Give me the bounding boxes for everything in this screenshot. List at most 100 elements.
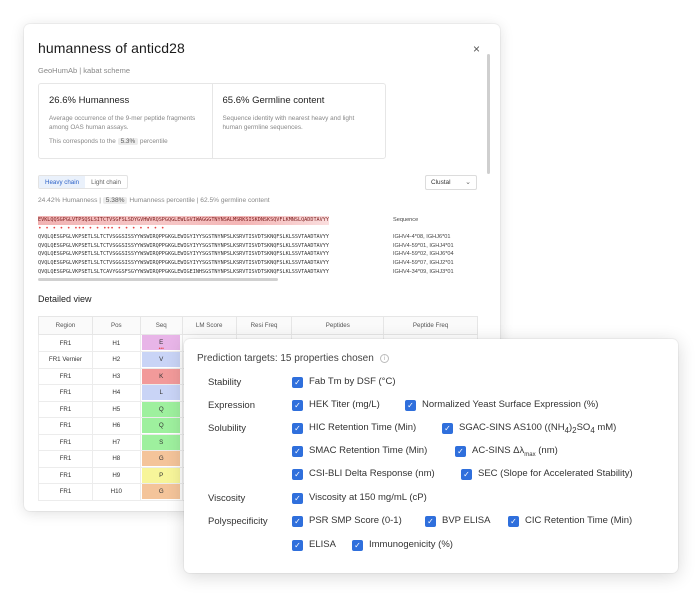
col-resi-freq[interactable]: Resi Freq: [235, 316, 293, 335]
col-pos[interactable]: Pos: [91, 316, 141, 335]
info-icon[interactable]: i: [379, 354, 389, 363]
germline-value: 65.6% Germline content: [222, 95, 325, 106]
col-peptides[interactable]: Peptides: [291, 316, 385, 335]
region-cell: FR1: [38, 450, 93, 468]
checkbox-elisa[interactable]: ✓ ELISA: [292, 539, 336, 551]
humanness-description: Average occurrence of the 9-mer peptide …: [49, 115, 196, 131]
checked-icon[interactable]: ✓: [292, 446, 303, 457]
humanness-percentile: This corresponds to the 5.3% percentile: [49, 138, 202, 145]
checked-icon[interactable]: ✓: [292, 400, 303, 411]
alignment-scrollbar[interactable]: [38, 278, 278, 281]
checked-icon[interactable]: ✓: [292, 493, 303, 504]
option-label: Normalized Yeast Surface Expression (%): [422, 399, 599, 410]
option-label: PSR SMP Score (0-1): [309, 515, 402, 526]
checkbox-sec[interactable]: ✓ SEC (Slope for Accelerated Stability): [461, 468, 633, 480]
option-label: Viscosity at 150 mg/mL (cP): [309, 492, 427, 503]
checked-icon[interactable]: ✓: [292, 540, 303, 551]
col-lm-score[interactable]: LM Score: [181, 316, 237, 335]
option-label: CSI-BLI Delta Response (nm): [309, 468, 435, 479]
checkbox-smac-retention[interactable]: ✓ SMAC Retention Time (Min): [292, 445, 427, 457]
close-icon[interactable]: ×: [472, 42, 480, 56]
germline-summary: 65.6% Germline content Sequence identity…: [211, 84, 386, 158]
checked-icon[interactable]: ✓: [508, 516, 519, 527]
option-label: CIC Retention Time (Min): [525, 515, 633, 526]
seq-cell: Q: [139, 417, 183, 435]
col-peptide-freq[interactable]: Peptide Freq: [383, 316, 478, 335]
option-label: HIC Retention Time (Min): [309, 422, 417, 433]
ac-sins-subscript: max: [524, 451, 536, 458]
checked-icon[interactable]: ✓: [352, 540, 363, 551]
option-label: Immunogenicity (%): [369, 539, 453, 550]
dialog-subtitle: GeoHumAb | kabat scheme: [38, 66, 130, 75]
checked-icon[interactable]: ✓: [292, 423, 303, 434]
query-label: Sequence: [393, 217, 419, 223]
residue-chip: L: [142, 385, 181, 401]
option-label: SMAC Retention Time (Min): [309, 445, 428, 456]
checked-icon[interactable]: ✓: [461, 469, 472, 480]
humanness-value: 26.6% Humanness: [49, 95, 130, 106]
checkbox-cic-retention[interactable]: ✓ CIC Retention Time (Min): [508, 515, 632, 527]
seq-cell: E •••: [139, 334, 183, 352]
germline-sequence: QVQLQESGPGLVKPSETLSLTCTVSGGSISSYYWSWIRQP…: [38, 242, 329, 249]
checked-icon[interactable]: ✓: [292, 516, 303, 527]
pos-cell: H7: [91, 433, 141, 451]
seq-cell: S: [139, 433, 183, 451]
sgac-subscript: 4: [564, 425, 569, 435]
checked-icon[interactable]: ✓: [425, 516, 436, 527]
checked-icon[interactable]: ✓: [455, 446, 466, 457]
residue-chip: G: [142, 451, 181, 467]
residue-chip: G: [142, 484, 181, 500]
chevron-down-icon: ⌄: [465, 179, 471, 186]
option-label: SGAC-SINS AS100 ((NH4)2SO4 mM): [459, 422, 616, 435]
category-polyspecificity: Polyspecificity: [208, 516, 268, 527]
sgac-subscript: 4: [590, 425, 595, 435]
col-region[interactable]: Region: [38, 316, 93, 335]
tab-light-chain[interactable]: Light chain: [91, 179, 121, 186]
germline-sequence: QVQLQESGPGLVKPSETLSLTCTVSGGSISSYYWSWIRQP…: [38, 259, 329, 266]
col-seq[interactable]: Seq: [139, 316, 183, 335]
seq-cell: V: [139, 351, 183, 369]
checkbox-viscosity[interactable]: ✓ Viscosity at 150 mg/mL (cP): [292, 492, 427, 504]
checked-icon[interactable]: ✓: [405, 400, 416, 411]
checkbox-ac-sins[interactable]: ✓ AC-SINS Δλmax (nm): [455, 445, 558, 458]
checkbox-hic-retention[interactable]: ✓ HIC Retention Time (Min): [292, 422, 416, 434]
percentile-badge: 5.3%: [117, 138, 139, 145]
humanness-summary: 26.6% Humanness Average occurrence of th…: [39, 84, 212, 158]
checkbox-immunogenicity[interactable]: ✓ Immunogenicity (%): [352, 539, 453, 551]
residue-chip: Q: [142, 418, 181, 434]
checkbox-csi-bli[interactable]: ✓ CSI-BLI Delta Response (nm): [292, 468, 435, 480]
panel-header: Prediction targets: 15 properties chosen…: [197, 353, 389, 364]
checkbox-hek-titer[interactable]: ✓ HEK Titer (mg/L): [292, 399, 380, 411]
dialog-scrollbar[interactable]: [487, 54, 490, 174]
option-label: SEC (Slope for Accelerated Stability): [478, 468, 633, 479]
checkbox-bvp-elisa[interactable]: ✓ BVP ELISA: [425, 515, 490, 527]
region-cell: FR1: [38, 384, 93, 402]
sgac-subscript: 2: [572, 425, 577, 435]
pos-cell: H1: [91, 334, 141, 352]
checked-icon[interactable]: ✓: [292, 469, 303, 480]
stats-badge: 5.38%: [102, 197, 128, 204]
residue-chip: Q: [142, 401, 181, 417]
germline-label: IGHV4-59*02, IGHJ6*04: [393, 251, 454, 258]
mismatch-dots: • • • • • ••• • • ••• • • • • • • •: [38, 224, 165, 232]
pos-cell: H2: [91, 351, 141, 369]
germline-label: IGHV4-34*09, IGHJ3*01: [393, 268, 454, 275]
sgac-text: SO: [576, 422, 591, 433]
checked-icon[interactable]: ✓: [292, 377, 303, 388]
category-stability: Stability: [208, 377, 242, 388]
region-cell: FR1 Vernier: [38, 351, 93, 369]
checkbox-psr-smp[interactable]: ✓ PSR SMP Score (0-1): [292, 515, 402, 527]
region-cell: FR1: [38, 433, 93, 451]
germline-sequence: QVQLQESGPGLVKPSETLSLTCTVSGGSISSYYWSWIRQP…: [38, 234, 329, 241]
pos-cell: H4: [91, 384, 141, 402]
checkbox-fab-tm[interactable]: ✓ Fab Tm by DSF (°C): [292, 376, 396, 388]
tab-heavy-chain[interactable]: Heavy chain: [39, 176, 86, 188]
checked-icon[interactable]: ✓: [442, 423, 453, 434]
checkbox-yeast-expression[interactable]: ✓ Normalized Yeast Surface Expression (%): [405, 399, 598, 411]
checkbox-sgac-sins[interactable]: ✓ SGAC-SINS AS100 ((NH4)2SO4 mM): [442, 422, 616, 435]
category-solubility: Solubility: [208, 423, 247, 434]
region-cell: FR1: [38, 334, 93, 352]
summary-card: 26.6% Humanness Average occurrence of th…: [38, 83, 386, 159]
aligner-select[interactable]: Clustal ⌄: [425, 175, 477, 190]
percentile-suffix: percentile: [139, 138, 168, 145]
